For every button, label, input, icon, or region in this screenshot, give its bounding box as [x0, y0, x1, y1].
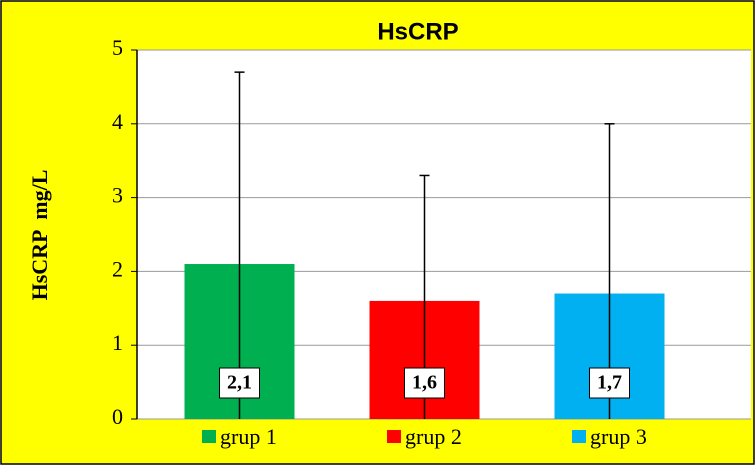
legend-label: grup 1	[220, 424, 277, 449]
data-label: 1,6	[412, 372, 437, 394]
legend-label: grup 2	[405, 424, 462, 449]
legend-label: grup 3	[590, 424, 647, 449]
data-label-box	[404, 367, 445, 399]
y-tick-label: 2	[112, 256, 123, 281]
data-label-box	[589, 367, 630, 399]
y-tick-label: 3	[112, 183, 123, 208]
y-tick-label: 1	[112, 330, 123, 355]
y-tick-label: 5	[112, 35, 123, 60]
legend-swatch	[387, 430, 401, 443]
y-tick-label: 0	[112, 404, 123, 429]
y-tick-label: 4	[112, 109, 123, 134]
legend-swatch	[202, 430, 216, 443]
data-label: 1,7	[597, 372, 622, 394]
legend-swatch	[572, 430, 586, 443]
data-label: 2,1	[227, 372, 252, 394]
data-label-box	[219, 367, 260, 399]
y-axis-label: HsCRP mg/L	[27, 170, 52, 301]
chart-title: HsCRP	[377, 18, 458, 45]
